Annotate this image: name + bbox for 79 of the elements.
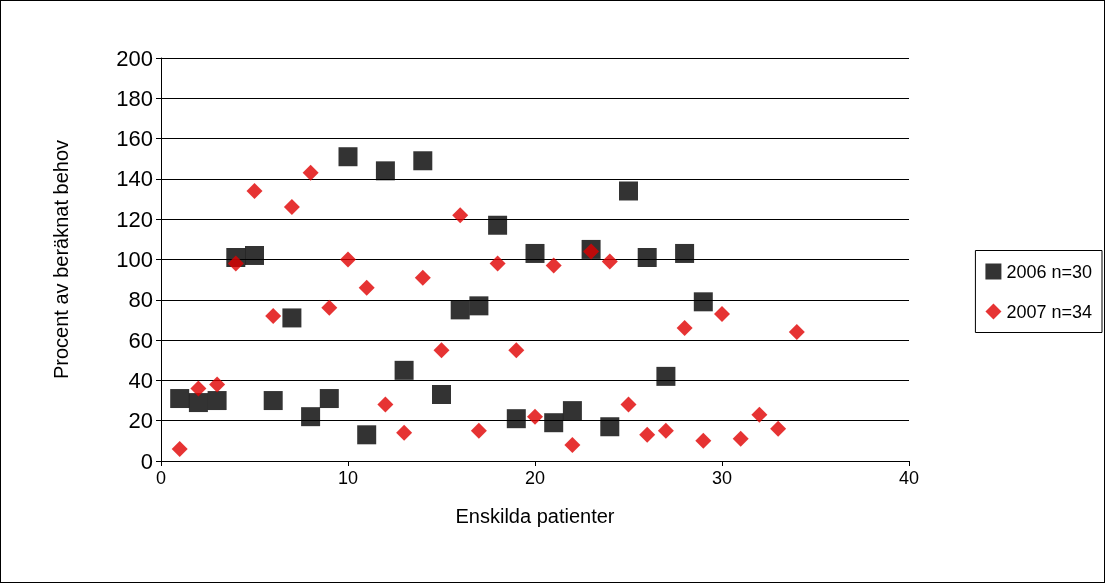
- point: [508, 342, 525, 359]
- point: [265, 307, 282, 324]
- point: [319, 389, 339, 409]
- legend-label: 2007 n=34: [1006, 301, 1093, 322]
- point: [190, 380, 207, 397]
- y-axis-title: Procent av beräknat behov: [50, 139, 72, 380]
- point: [452, 207, 469, 224]
- x-tick-label: 40: [898, 468, 920, 488]
- point: [283, 199, 300, 216]
- point: [527, 408, 543, 425]
- point: [620, 396, 637, 413]
- point: [544, 413, 564, 433]
- point: [358, 279, 375, 296]
- legend-label: 2006 n=30: [1006, 261, 1093, 282]
- point: [693, 292, 713, 312]
- point: [207, 391, 227, 411]
- point: [525, 243, 545, 263]
- x-tick-label: 20: [524, 468, 546, 488]
- point: [321, 299, 338, 316]
- point: [488, 215, 508, 235]
- point: [338, 147, 358, 167]
- x-tick-label: 10: [337, 468, 359, 488]
- point: [282, 308, 302, 328]
- y-tick-label: 20: [128, 408, 153, 434]
- y-tick-label: 200: [116, 45, 153, 71]
- point: [676, 320, 693, 337]
- y-tick-label: 160: [116, 126, 153, 152]
- point: [470, 422, 487, 439]
- point: [188, 393, 208, 413]
- point: [301, 407, 321, 427]
- point: [695, 432, 712, 449]
- y-tick-label: 40: [128, 367, 153, 393]
- y-tick-label: 100: [116, 247, 153, 272]
- y-tick-label: 180: [116, 85, 153, 111]
- point: [601, 253, 618, 270]
- point: [394, 360, 414, 380]
- point: [714, 305, 730, 322]
- point: [675, 243, 695, 263]
- x-tick-label: 30: [711, 468, 733, 488]
- point: [209, 376, 226, 393]
- y-tick-label: 80: [128, 287, 153, 313]
- point: [469, 296, 489, 316]
- y-tick-label: 60: [128, 327, 153, 353]
- point: [639, 426, 656, 443]
- point: [340, 251, 356, 268]
- point: [656, 366, 676, 386]
- point: [489, 255, 506, 272]
- y-tick-label: 140: [116, 166, 153, 192]
- point: [564, 436, 581, 453]
- point: [751, 406, 768, 423]
- point: [245, 245, 264, 265]
- point: [357, 425, 377, 445]
- point: [770, 420, 787, 437]
- point: [413, 151, 433, 171]
- point: [263, 391, 283, 411]
- point: [637, 247, 657, 267]
- point: [377, 396, 394, 413]
- point: [414, 269, 431, 286]
- point: [545, 257, 562, 274]
- point: [302, 164, 319, 181]
- y-tick-label: 120: [116, 206, 153, 232]
- point: [170, 389, 190, 409]
- point: [433, 342, 450, 359]
- point: [375, 161, 395, 181]
- x-axis-title: Enskilda patienter: [455, 505, 615, 527]
- point: [432, 385, 451, 405]
- point: [788, 324, 805, 341]
- point: [227, 255, 244, 272]
- point: [562, 401, 582, 421]
- x-tick-label: 0: [155, 468, 167, 488]
- point: [657, 422, 674, 439]
- point: [506, 409, 526, 429]
- point: [246, 182, 263, 199]
- point: [171, 440, 188, 457]
- point: [600, 417, 620, 437]
- point: [396, 424, 413, 441]
- point: [732, 430, 749, 447]
- point: [450, 300, 470, 320]
- point: [619, 181, 638, 201]
